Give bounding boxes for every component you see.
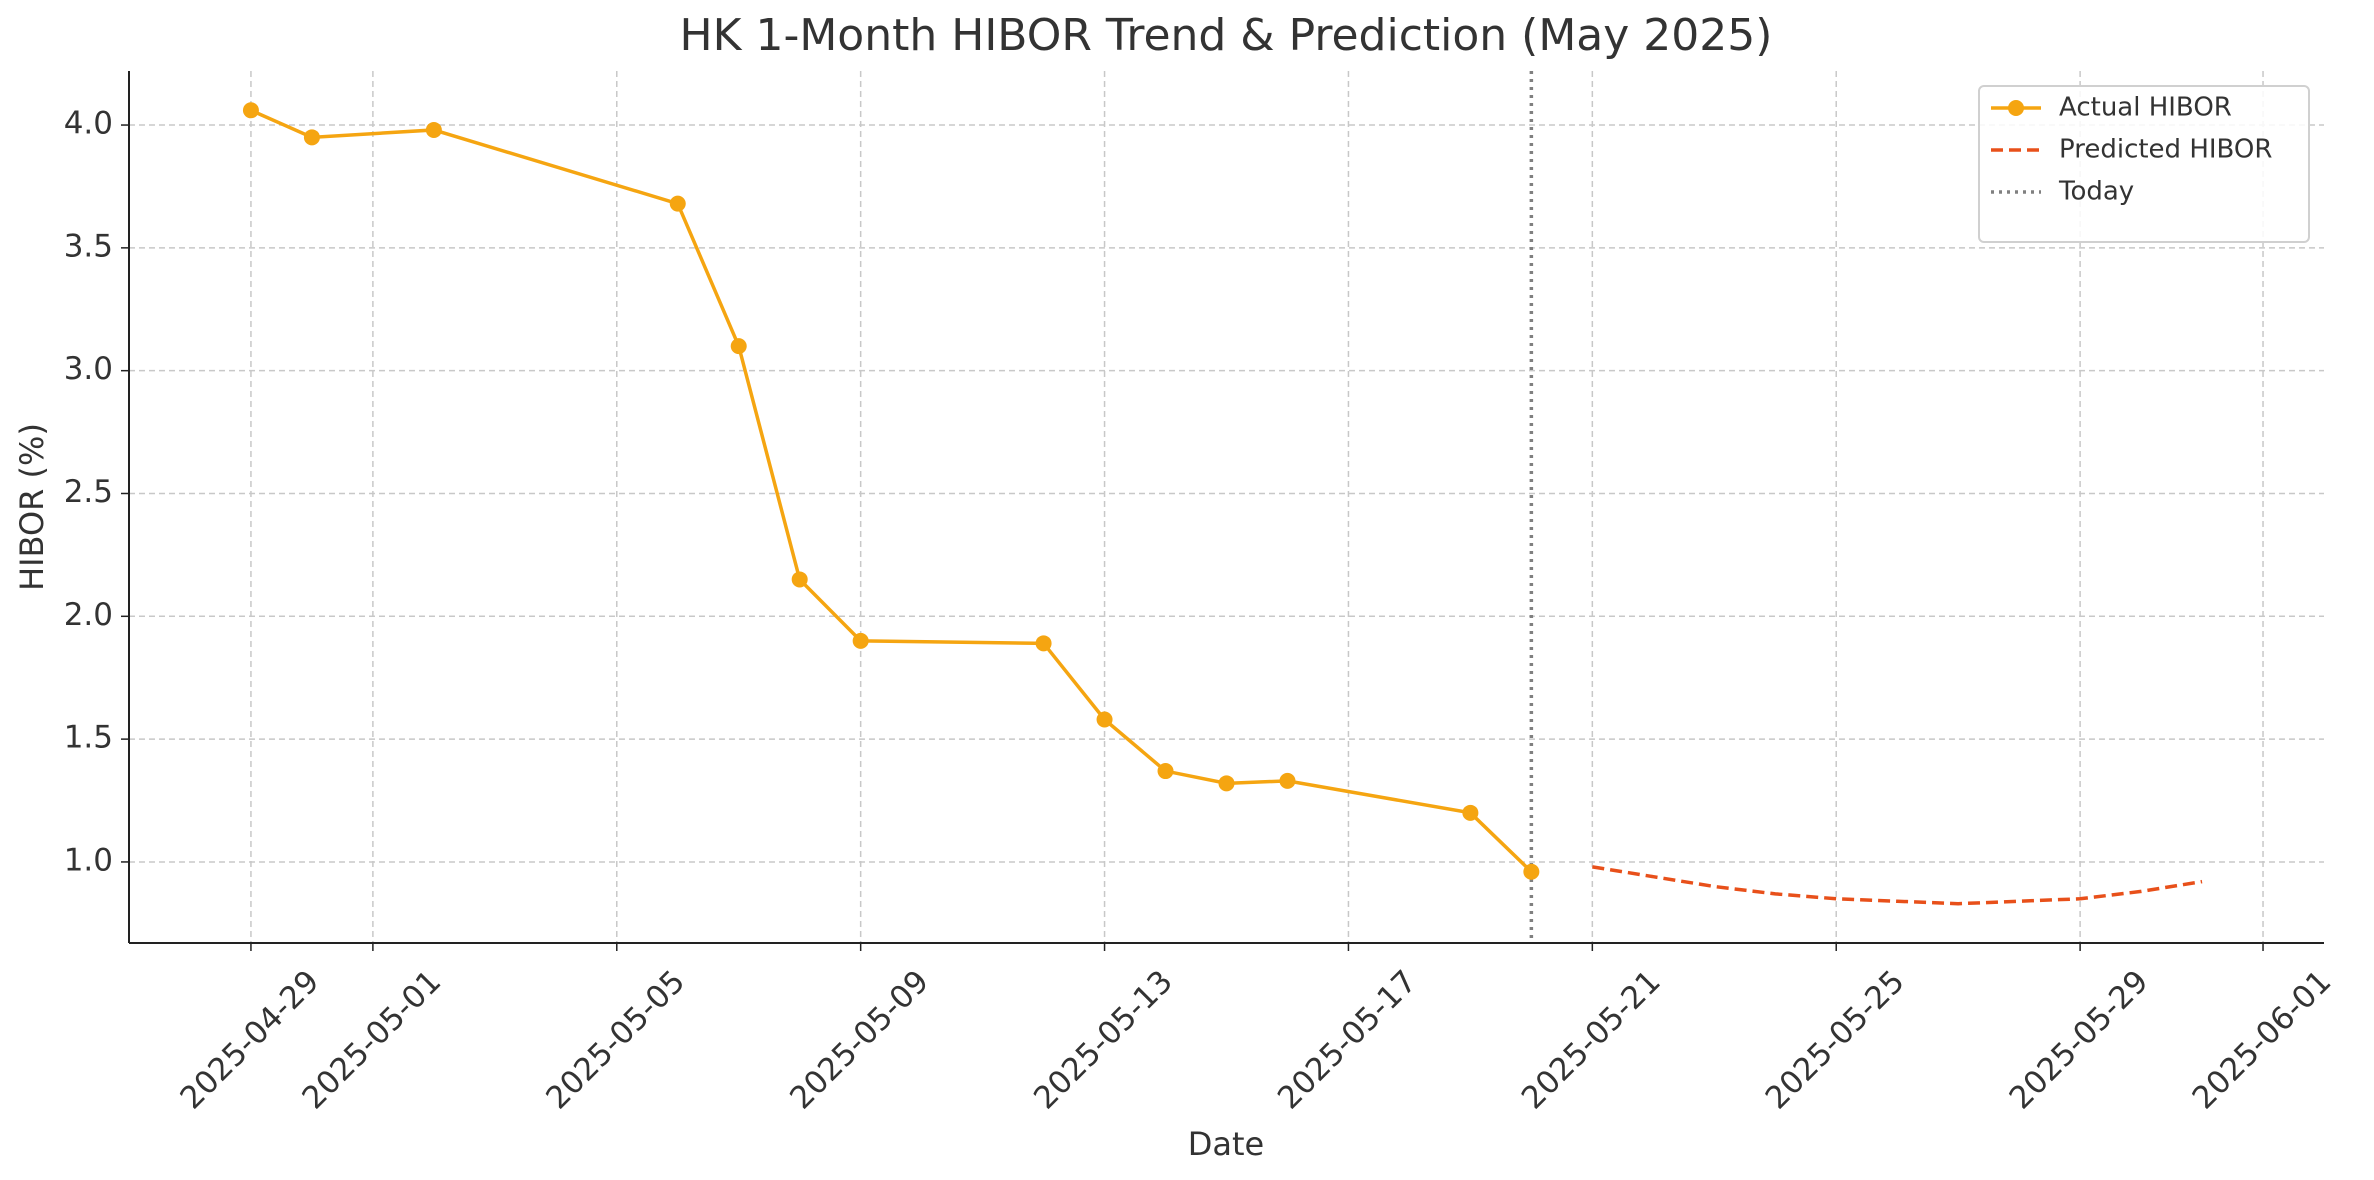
legend-box <box>1978 85 2310 243</box>
series-line <box>250 108 1533 874</box>
x-tick-label: 2025-05-05 <box>539 964 692 1117</box>
data-point <box>1096 711 1113 728</box>
series-line <box>1592 865 2203 906</box>
y-tick-label: 3.0 <box>64 351 113 387</box>
legend: Actual HIBOR Predicted HIBOR Today <box>1978 85 2310 243</box>
data-point <box>1157 763 1174 780</box>
x-tick-label: 2025-05-21 <box>1515 964 1668 1117</box>
data-point <box>425 121 442 138</box>
legend-marker <box>2008 100 2024 116</box>
x-tick-label: 2025-05-09 <box>783 964 936 1117</box>
x-tick-label: 2025-05-17 <box>1271 964 1424 1117</box>
x-tick-label: 2025-06-01 <box>2186 964 2339 1117</box>
x-tick-label: 2025-05-13 <box>1027 964 1180 1117</box>
data-point <box>1218 775 1235 792</box>
data-point <box>1462 804 1479 821</box>
data-point <box>242 102 259 119</box>
data-point <box>1523 863 1540 880</box>
x-tick-label: 2025-05-25 <box>1759 964 1912 1117</box>
data-point <box>669 195 686 212</box>
chart-title: HK 1-Month HIBOR Trend & Prediction (May… <box>680 10 1773 61</box>
y-tick-label: 2.0 <box>64 597 113 633</box>
data-point <box>791 571 808 588</box>
legend-label: Predicted HIBOR <box>2059 135 2272 165</box>
y-tick-label: 4.0 <box>64 106 113 142</box>
data-point <box>1035 635 1052 652</box>
data-point <box>730 338 747 355</box>
data-point <box>852 632 869 649</box>
data-point <box>303 129 320 146</box>
y-tick-label: 1.5 <box>64 720 113 756</box>
legend-label: Today <box>2058 177 2134 207</box>
y-tick-label: 2.5 <box>64 474 113 510</box>
x-tick-label: 2025-05-29 <box>2003 964 2156 1117</box>
y-axis-label: HIBOR (%) <box>13 423 51 591</box>
legend-label: Actual HIBOR <box>2059 93 2232 123</box>
data-point <box>1279 772 1296 789</box>
y-tick-label: 1.0 <box>64 842 113 878</box>
y-tick-label: 3.5 <box>64 228 113 264</box>
x-axis-label: Date <box>1188 1125 1264 1163</box>
